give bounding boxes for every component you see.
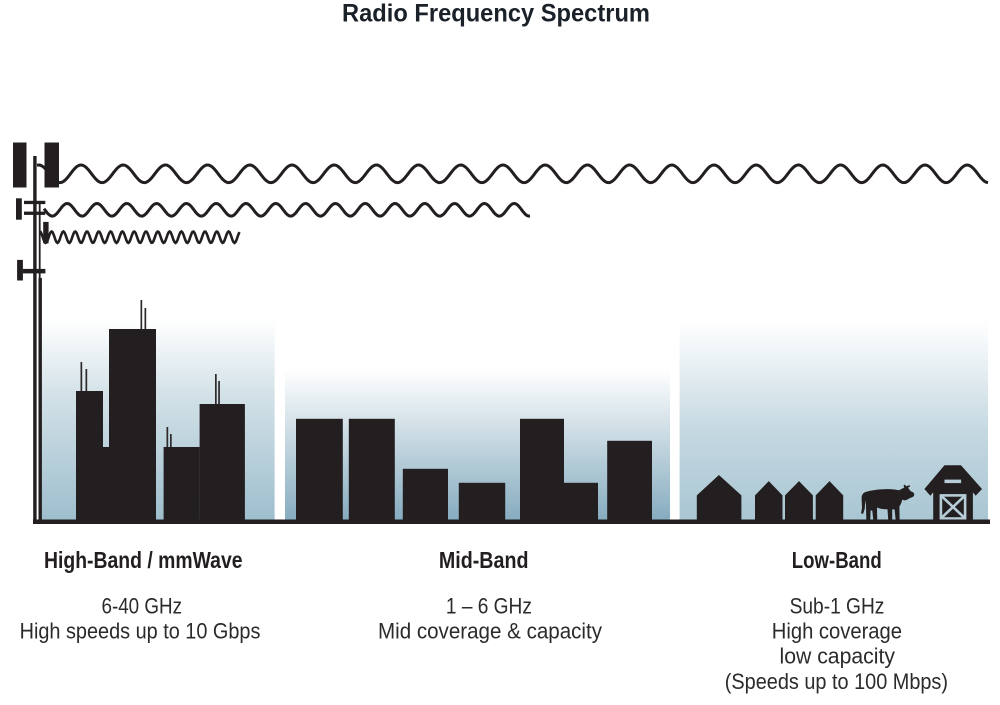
svg-text:Low-Band: Low-Band <box>792 547 882 573</box>
svg-text:Mid coverage & capacity: Mid coverage & capacity <box>378 619 603 644</box>
svg-text:low capacity: low capacity <box>780 644 896 669</box>
svg-text:Radio Frequency Spectrum: Radio Frequency Spectrum <box>342 0 650 28</box>
svg-text:Mid-Band: Mid-Band <box>439 547 529 573</box>
svg-text:High-Band / mmWave: High-Band / mmWave <box>44 547 243 573</box>
svg-text:High coverage: High coverage <box>772 619 902 644</box>
svg-text:1 – 6 GHz: 1 – 6 GHz <box>446 593 532 618</box>
svg-text:6-40 GHz: 6-40 GHz <box>102 593 183 618</box>
svg-text:High speeds up to 10 Gbps: High speeds up to 10 Gbps <box>20 619 261 644</box>
svg-text:(Speeds up to 100 Mbps): (Speeds up to 100 Mbps) <box>725 669 948 694</box>
svg-text:Sub-1 GHz: Sub-1 GHz <box>790 593 885 618</box>
